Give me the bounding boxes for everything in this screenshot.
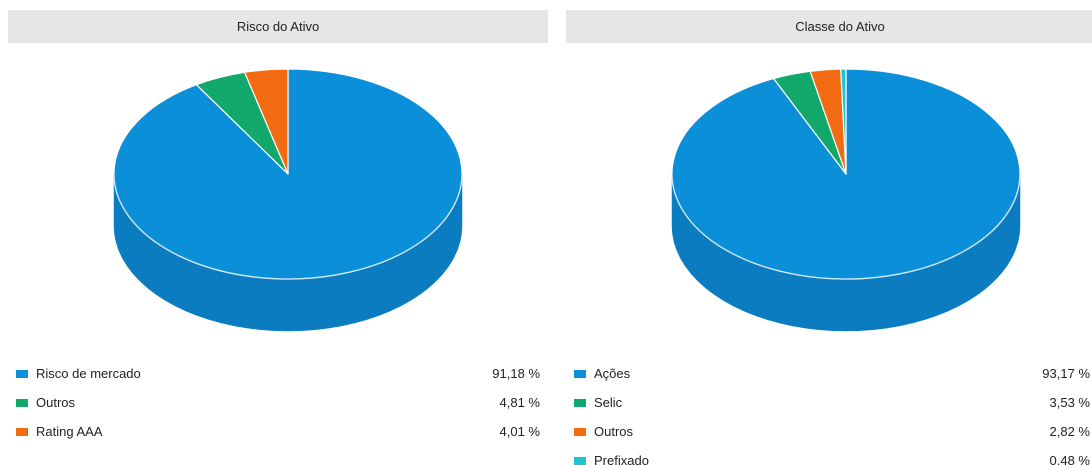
legend-item-acoes: Ações 93,17 % — [574, 361, 1090, 387]
pie-top-faces — [113, 68, 463, 280]
pie-chart-classe — [671, 68, 1021, 332]
legend-item-outros: Outros 2,82 % — [574, 419, 1090, 445]
legend-swatch — [16, 399, 28, 407]
legend-item-rating-aaa: Rating AAA 4,01 % — [16, 419, 540, 445]
legend-label: Rating AAA — [36, 424, 103, 439]
legend-value: 0,48 % — [1049, 453, 1090, 465]
legend-value: 4,81 % — [499, 395, 540, 410]
legend-value: 91,18 % — [492, 366, 540, 381]
pie-rim — [113, 173, 463, 280]
legend-value: 93,17 % — [1042, 366, 1090, 381]
legend-label: Ações — [594, 366, 631, 381]
pie-top-faces — [671, 68, 1021, 280]
legend-label: Outros — [594, 424, 634, 439]
legend-swatch — [574, 370, 586, 378]
legend-value: 3,53 % — [1049, 395, 1090, 410]
pie-slice-prefixado — [840, 68, 847, 175]
chart-title: Classe do Ativo — [566, 10, 1092, 43]
legend-item-outros: Outros 4,81 % — [16, 390, 540, 416]
legend-item-risco-de-mercado: Risco de mercado 91,18 % — [16, 361, 540, 387]
pie-chart-risco — [113, 68, 463, 332]
legend-label: Selic — [594, 395, 623, 410]
legend-item-prefixado: Prefixado 0,48 % — [574, 448, 1090, 465]
legend-swatch — [16, 370, 28, 378]
chart-panel-classe: Classe do Ativo Ações 93,17 % Selic 3,53 % O… — [558, 0, 1092, 465]
legend-item-selic: Selic 3,53 % — [574, 390, 1090, 416]
legend-value: 4,01 % — [499, 424, 540, 439]
chart-panel-risco: Risco do Ativo Risco de mercado 91,18 % Ou… — [8, 10, 548, 445]
legend-swatch — [574, 399, 586, 407]
legend-label: Risco de mercado — [36, 366, 141, 381]
legend-swatch — [16, 428, 28, 436]
pie-slice-rating-aaa — [244, 68, 289, 175]
legend-label: Outros — [36, 395, 76, 410]
pie-rim — [671, 173, 1021, 280]
legend-value: 2,82 % — [1049, 424, 1090, 439]
chart-title: Risco do Ativo — [8, 10, 548, 43]
legend-swatch — [574, 428, 586, 436]
legend-swatch — [574, 457, 586, 465]
legend-label: Prefixado — [594, 453, 649, 465]
